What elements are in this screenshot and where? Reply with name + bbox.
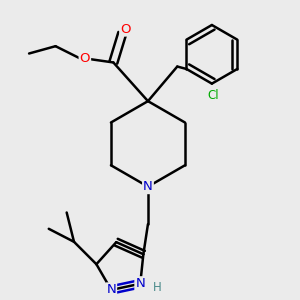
Text: Cl: Cl	[207, 88, 218, 101]
Text: N: N	[106, 284, 116, 296]
Text: O: O	[120, 22, 131, 36]
Text: N: N	[143, 180, 153, 193]
Text: O: O	[80, 52, 90, 65]
Text: N: N	[135, 277, 145, 290]
Text: H: H	[153, 280, 162, 293]
